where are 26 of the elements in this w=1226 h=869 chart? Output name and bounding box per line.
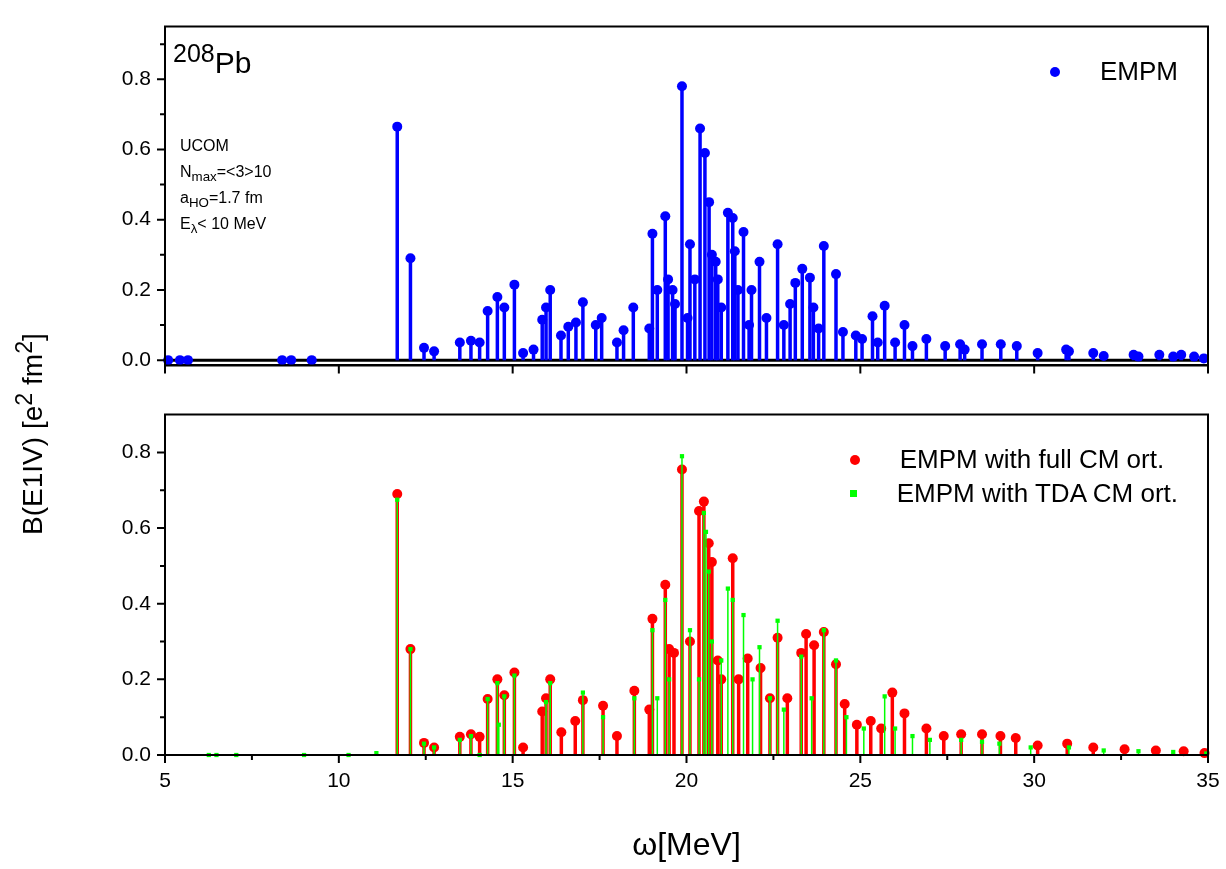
y-tick-label: 0.0 [121, 741, 151, 765]
y-tick-label: 0.6 [121, 136, 151, 160]
x-tick-label: 10 [327, 768, 351, 792]
annotation: N$_{max}$=<3>10 [180, 162, 272, 184]
x-tick-label: 30 [1022, 768, 1046, 792]
legend-label: EMPM with full CM ort. [899, 444, 1165, 476]
annotation: $^{208}$Pb [173, 38, 252, 80]
x-tick-label: 25 [848, 768, 873, 792]
y-tick-label: 0.4 [121, 590, 152, 614]
y-tick-label: 0.8 [121, 439, 151, 463]
annotation: UCOM [180, 136, 229, 155]
y-tick-label: 0.8 [121, 66, 151, 90]
x-axis-title: ω[MeV] [632, 825, 741, 862]
y-tick-label: 0.6 [121, 514, 151, 538]
legend-label: EMPM with TDA CM ort. [896, 478, 1178, 510]
x-tick-label: 15 [500, 768, 525, 792]
y-tick-label: 0.2 [121, 276, 151, 300]
legend-label: EMPM [1100, 56, 1178, 88]
x-tick-label: 20 [674, 768, 699, 792]
y-tick-label: 0.0 [121, 346, 151, 370]
x-tick-label: 35 [1196, 768, 1220, 792]
annotation: E$_{λ}$< 10 MeV [180, 214, 267, 236]
y-tick-label: 0.2 [121, 666, 151, 690]
annotation: a$_{HO}$=1.7 fm [180, 188, 263, 210]
y-tick-label: 0.4 [121, 206, 152, 230]
x-tick-label: 5 [159, 768, 171, 792]
